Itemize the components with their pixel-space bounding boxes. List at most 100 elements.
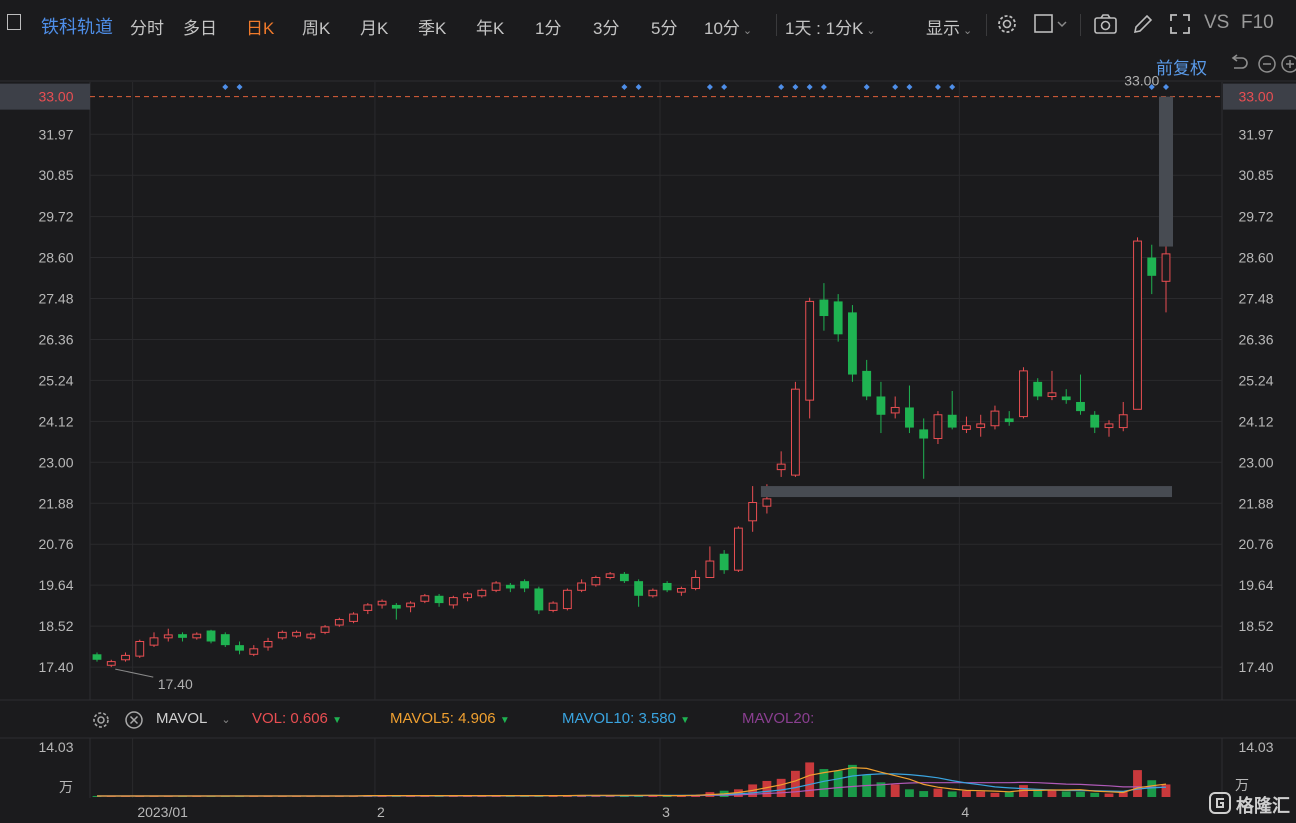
mavol5-label: MAVOL5:: [390, 710, 454, 727]
volume-bar: [1161, 784, 1171, 797]
indicator-select[interactable]: MAVOL ⌄: [156, 710, 231, 727]
interval-select[interactable]: 1天 : 1分K ⌄: [785, 14, 876, 39]
volume-bar: [1133, 770, 1142, 797]
candle: [220, 634, 230, 646]
y-tick-label-left: 21.88: [38, 495, 73, 511]
zoom-out-icon[interactable]: [1257, 54, 1277, 74]
gear-icon[interactable]: [995, 12, 1019, 36]
candle: [634, 581, 644, 596]
undo-icon[interactable]: [1228, 54, 1250, 74]
tab-5min[interactable]: 5分: [651, 19, 678, 38]
color-select-icon[interactable]: [1033, 12, 1071, 36]
mavol5-legend: MAVOL5: 4.906 ▼: [390, 710, 510, 727]
candle: [947, 414, 957, 428]
candle: [277, 631, 287, 639]
zoom-in-icon[interactable]: [1280, 54, 1296, 74]
interval-select-label: 1天 : 1分K: [785, 19, 864, 38]
candle: [648, 589, 658, 597]
f10-button[interactable]: F10: [1241, 12, 1274, 33]
event-marker: [806, 84, 813, 90]
candle: [1118, 414, 1128, 429]
gap-band: [760, 486, 1172, 498]
pencil-icon[interactable]: [1131, 12, 1155, 36]
gear-icon[interactable]: [90, 709, 112, 731]
candle: [662, 582, 672, 591]
stock-name[interactable]: 铁科轨道: [41, 17, 113, 37]
candle: [491, 582, 501, 591]
candle: [334, 619, 344, 626]
vol-label: VOL:: [252, 710, 287, 727]
chevron-down-icon: ⌄: [963, 25, 973, 37]
y-tick-label-right: 25.24: [1238, 372, 1273, 388]
candle: [306, 633, 316, 639]
y-tick-label-right: 23.00: [1238, 454, 1273, 470]
tab-intraday[interactable]: 分时: [130, 19, 164, 38]
volume-bar: [733, 789, 743, 797]
chevron-down-icon: ⌄: [742, 25, 753, 37]
tab-10min[interactable]: 10分 ⌄: [704, 14, 752, 39]
y-tick-label-right: 26.36: [1238, 331, 1273, 347]
y-tick-label-left: 26.36: [38, 331, 73, 347]
y-tick-label-left: 27.48: [38, 290, 73, 306]
tab-yearly-k[interactable]: 年K: [476, 19, 505, 38]
tab-monthly-k[interactable]: 月K: [360, 19, 389, 38]
vs-button[interactable]: VS: [1204, 12, 1230, 33]
event-marker: [236, 84, 243, 90]
y-tick-label-right: 20.76: [1238, 536, 1273, 552]
candle: [619, 573, 629, 582]
candle: [320, 626, 330, 633]
fullscreen-icon[interactable]: [1168, 12, 1192, 36]
y-tick-label-left: 28.60: [38, 250, 73, 266]
candle: [434, 595, 444, 604]
event-marker: [949, 84, 956, 90]
tab-multi-day[interactable]: 多日: [183, 19, 217, 38]
adjust-mode-button[interactable]: 前复权: [1156, 59, 1207, 78]
sidebar-toggle-icon[interactable]: [7, 14, 21, 30]
volume-bar: [548, 795, 558, 797]
tab-daily-k[interactable]: 日K: [246, 19, 275, 38]
candle: [1033, 381, 1043, 397]
vol-legend: VOL: 0.606 ▼: [252, 710, 342, 727]
candle: [349, 613, 358, 622]
tab-1min[interactable]: 1分: [535, 19, 562, 38]
candle: [905, 407, 914, 428]
candle: [377, 600, 387, 606]
display-menu[interactable]: 显示 ⌄: [926, 14, 972, 39]
volume-bar: [1033, 789, 1043, 797]
y-tick-label-right: 33.00: [1238, 89, 1273, 105]
divider: [986, 14, 987, 36]
volume-bar: [976, 791, 986, 797]
volume-max-label: 14.03: [1238, 739, 1273, 755]
candle: [591, 576, 601, 586]
low-price-label: 17.40: [158, 676, 193, 692]
event-marker: [1148, 84, 1155, 90]
candle: [1147, 257, 1157, 276]
candle: [206, 630, 216, 642]
y-tick-label-right: 29.72: [1238, 209, 1273, 225]
tab-quarterly-k[interactable]: 季K: [418, 19, 447, 38]
event-marker: [721, 84, 728, 90]
volume-bar: [662, 795, 672, 797]
close-icon[interactable]: [123, 709, 145, 731]
y-tick-label-left: 31.97: [38, 126, 73, 142]
volume-bar: [1047, 790, 1057, 797]
arrow-down-icon: ▼: [499, 715, 510, 726]
candle: [577, 582, 587, 591]
volume-bar: [1118, 792, 1128, 797]
camera-icon[interactable]: [1093, 12, 1119, 36]
arrow-down-icon: ▼: [332, 715, 342, 726]
gelonghui-logo-icon: [1209, 792, 1231, 814]
candle: [1004, 418, 1014, 423]
tab-3min[interactable]: 3分: [593, 19, 620, 38]
y-tick-label-left: 25.24: [38, 372, 73, 388]
candle: [477, 589, 487, 597]
tab-weekly-k[interactable]: 周K: [302, 19, 331, 38]
event-marker: [778, 84, 785, 90]
candle: [135, 640, 145, 657]
display-menu-label: 显示: [926, 19, 960, 38]
volume-unit-label: 万: [59, 779, 73, 795]
candle: [819, 299, 829, 317]
candle: [163, 634, 173, 639]
indicator-name: MAVOL: [156, 710, 208, 727]
